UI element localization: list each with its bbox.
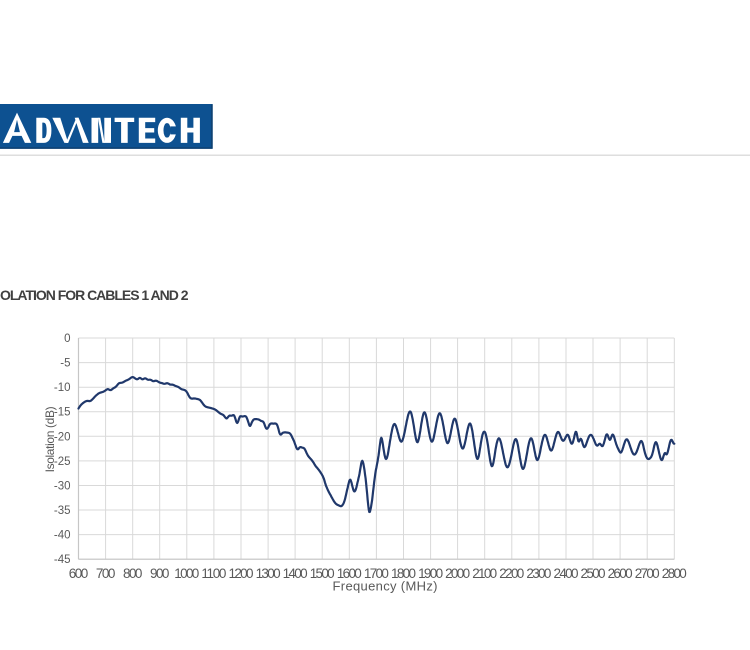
svg-text:-45: -45 <box>54 554 71 566</box>
svg-text:1300: 1300 <box>256 566 281 581</box>
svg-text:-5: -5 <box>60 358 70 370</box>
svg-text:2800: 2800 <box>662 566 687 581</box>
svg-text:2100: 2100 <box>472 566 497 581</box>
svg-text:OLATION FOR CABLES 1 AND 2: OLATION FOR CABLES 1 AND 2 <box>0 287 189 303</box>
svg-text:Isolation (dB): Isolation (dB) <box>43 406 57 472</box>
svg-text:2300: 2300 <box>526 566 551 581</box>
svg-text:1500: 1500 <box>310 566 335 581</box>
svg-text:1000: 1000 <box>174 566 199 581</box>
svg-text:2500: 2500 <box>581 566 606 581</box>
svg-text:700: 700 <box>96 566 116 581</box>
svg-text:1700: 1700 <box>364 566 389 581</box>
svg-text:1600: 1600 <box>337 566 362 581</box>
svg-text:1900: 1900 <box>418 566 443 581</box>
svg-text:2700: 2700 <box>635 566 660 581</box>
svg-text:1400: 1400 <box>283 566 308 581</box>
svg-text:-30: -30 <box>54 481 71 493</box>
svg-text:-40: -40 <box>54 530 71 542</box>
svg-text:600: 600 <box>69 566 89 581</box>
svg-text:800: 800 <box>123 566 143 581</box>
svg-text:2400: 2400 <box>554 566 579 581</box>
svg-text:-15: -15 <box>54 407 71 419</box>
svg-text:900: 900 <box>150 566 170 581</box>
svg-text:-10: -10 <box>54 382 71 394</box>
svg-text:-25: -25 <box>54 456 71 468</box>
svg-text:Frequency (MHz): Frequency (MHz) <box>333 579 438 594</box>
svg-text:1200: 1200 <box>229 566 254 581</box>
svg-text:-35: -35 <box>54 505 71 517</box>
svg-text:2200: 2200 <box>499 566 524 581</box>
svg-text:1800: 1800 <box>391 566 416 581</box>
svg-text:1100: 1100 <box>201 566 226 581</box>
svg-text:2000: 2000 <box>445 566 470 581</box>
svg-text:0: 0 <box>64 333 70 345</box>
svg-text:-20: -20 <box>54 431 71 443</box>
svg-text:2600: 2600 <box>608 566 633 581</box>
